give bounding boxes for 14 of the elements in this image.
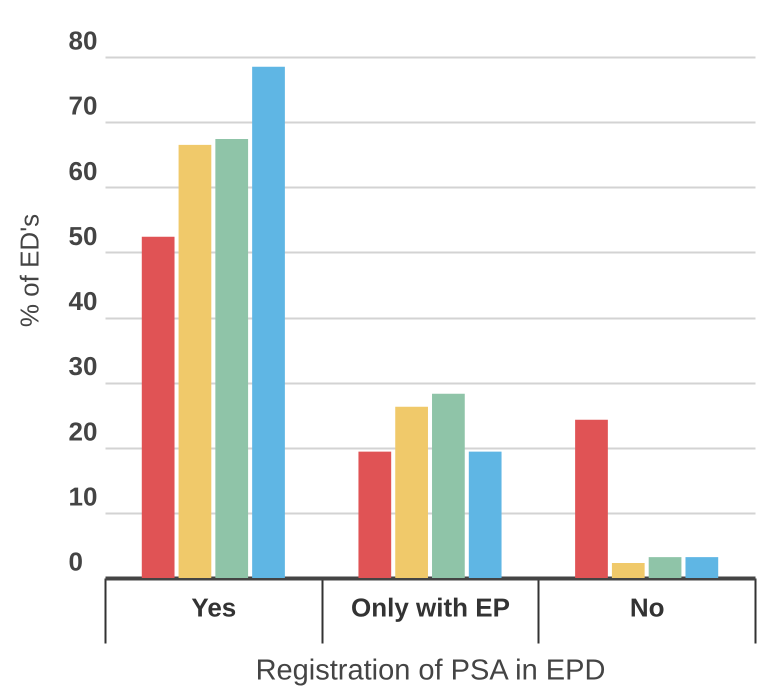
y-tick-label: 70	[68, 90, 98, 121]
x-tick-label: No	[630, 592, 665, 622]
x-axis-title: Registration of PSA in EPD	[256, 654, 606, 686]
x-tick-label: Only with EP	[351, 592, 510, 622]
y-tick-label: 40	[68, 286, 98, 316]
y-tick-label: 0	[68, 546, 83, 576]
y-tick-label: 30	[68, 351, 98, 382]
x-tick-label: Yes	[191, 592, 236, 622]
y-axis-title: % of ED's	[14, 214, 44, 328]
y-tick-label: 80	[68, 26, 98, 56]
y-tick-label: 20	[68, 416, 98, 446]
y-tick-label: 60	[68, 156, 98, 186]
y-tick-label: 10	[68, 481, 98, 512]
y-tick-label: 50	[68, 220, 98, 251]
